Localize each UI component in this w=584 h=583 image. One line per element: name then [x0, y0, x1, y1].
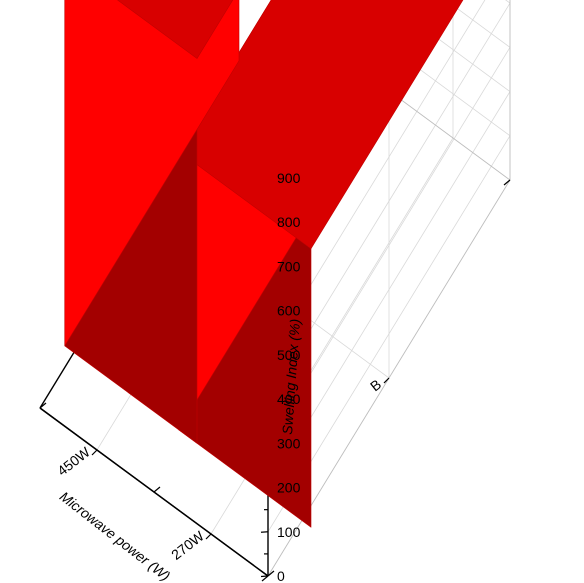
x-axis-tick — [267, 570, 275, 577]
y-axis-end-tick — [261, 575, 269, 582]
z-axis-tick — [260, 575, 269, 578]
z-tick-label: 300 — [277, 435, 301, 451]
bar-face-top — [117, 0, 234, 59]
z-tick-label: 500 — [277, 347, 301, 363]
x-axis-category-tick — [91, 449, 98, 456]
z-tick-label: 600 — [277, 303, 301, 319]
z-tick-label: 400 — [277, 391, 301, 407]
gridline-back-left — [445, 0, 511, 48]
y-tick-label: B — [367, 376, 384, 394]
x-axis-category-tick — [205, 533, 212, 540]
y-axis-tick — [383, 377, 390, 384]
z-tick-label: 100 — [277, 524, 301, 540]
z-tick-label: 900 — [277, 170, 301, 186]
z-tick-label: 700 — [277, 258, 301, 274]
x-tick-label: 450W — [54, 443, 93, 479]
bar-face-top — [178, 0, 464, 249]
z-tick-label: 200 — [277, 480, 301, 496]
z-tick-label: 0 — [277, 568, 285, 583]
x-axis-tick — [39, 402, 47, 409]
bars — [64, 0, 464, 528]
bar-face-left — [64, 0, 240, 347]
x-axis-tick — [153, 486, 161, 493]
z-axis-tick — [260, 531, 269, 533]
z-tick-label: 800 — [277, 214, 301, 230]
x-tick-label: 270W — [168, 527, 207, 563]
y-axis-end-tick — [503, 179, 511, 186]
x-axis-title: Microwave power (W) — [57, 488, 174, 583]
